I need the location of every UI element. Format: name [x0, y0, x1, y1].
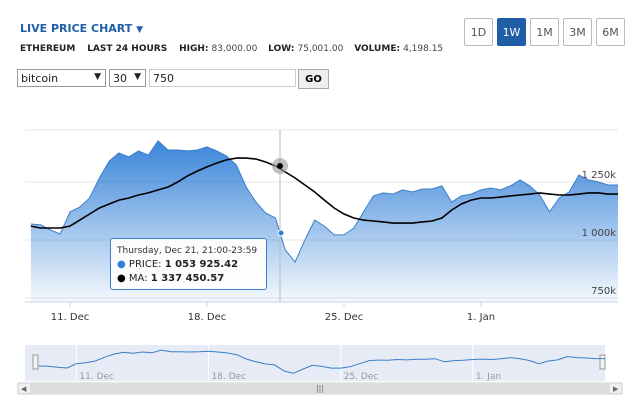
range-button[interactable]: 1D: [464, 18, 493, 46]
range-button[interactable]: 3M: [563, 18, 592, 46]
x-tick-label: 1. Jan: [467, 312, 495, 323]
navigator-label: 1. Jan: [476, 372, 501, 382]
header-title[interactable]: LIVE PRICE CHART: [20, 22, 133, 35]
x-tick-label: 25. Dec: [325, 312, 363, 323]
x-tick-label: 11. Dec: [51, 312, 89, 323]
range-button[interactable]: 1W: [497, 18, 526, 46]
hover-marker: [277, 163, 283, 169]
chart-menu[interactable]: LIVE PRICE CHART ▼: [20, 22, 143, 35]
navigator-line: [38, 349, 605, 374]
menu-arrow: ▼: [136, 25, 144, 35]
limit-value: 750: [153, 71, 174, 85]
hover-marker: [277, 229, 285, 237]
volume-value: 4,198.15: [403, 44, 444, 54]
navigator-bg: [25, 345, 605, 381]
ma-value: 30: [113, 71, 127, 85]
coin-value: bitcoin: [21, 71, 59, 85]
line: [30, 157, 618, 229]
scroll-grip: |||: [316, 384, 324, 393]
go-button[interactable]: GO: [298, 69, 329, 89]
y-tick-label: 1 250k: [582, 170, 617, 181]
tooltip-title: Thursday, Dec 21, 21:00-23:59: [117, 246, 258, 256]
navigator-label: 11. Dec: [79, 372, 114, 382]
low-label: LOW:: [268, 44, 295, 54]
info-bar: ETHEREUM LAST 24 HOURS HIGH: 83,000.00 LO…: [20, 44, 451, 54]
coin-select[interactable]: bitcoin ▼: [17, 69, 106, 87]
range-button[interactable]: 6M: [596, 18, 625, 46]
navigator-handle[interactable]: [599, 354, 606, 370]
tooltip-value: 1 053 925.42: [164, 259, 239, 270]
low-value: 75,001.00: [297, 44, 344, 54]
tooltip-label: PRICE:: [128, 259, 162, 270]
scroll-arrow: ▶: [613, 385, 619, 393]
navigator-label: 18. Dec: [212, 372, 247, 382]
high-value: 83,000.00: [211, 44, 258, 54]
y-tick-label: 1 000k: [582, 228, 617, 239]
volume-label: VOLUME:: [354, 44, 401, 54]
ma-select[interactable]: 30 ▼: [109, 69, 146, 87]
range-button[interactable]: 1M: [530, 18, 559, 46]
x-tick-label: 18. Dec: [188, 312, 226, 323]
high-label: HIGH:: [179, 44, 209, 54]
select-arrow: ▼: [94, 72, 101, 82]
asset-name: ETHEREUM: [20, 44, 76, 54]
period: LAST 24 HOURS: [87, 44, 168, 54]
limit-input[interactable]: 750: [149, 69, 296, 87]
tooltip-label: MA:: [128, 273, 148, 284]
line: [30, 140, 618, 264]
tooltip-value: 1 337 450.57: [150, 273, 225, 284]
tooltip: Thursday, Dec 21, 21:00-23:59 ● PRICE: 1…: [110, 238, 267, 290]
scroll-arrow: ◀: [21, 385, 27, 393]
navigator-handle[interactable]: [32, 354, 39, 370]
select-arrow: ▼: [134, 72, 141, 82]
navigator-label: 25. Dec: [344, 372, 379, 382]
y-tick-label: 750k: [591, 286, 616, 297]
scrollbar-thumb[interactable]: [30, 384, 610, 393]
